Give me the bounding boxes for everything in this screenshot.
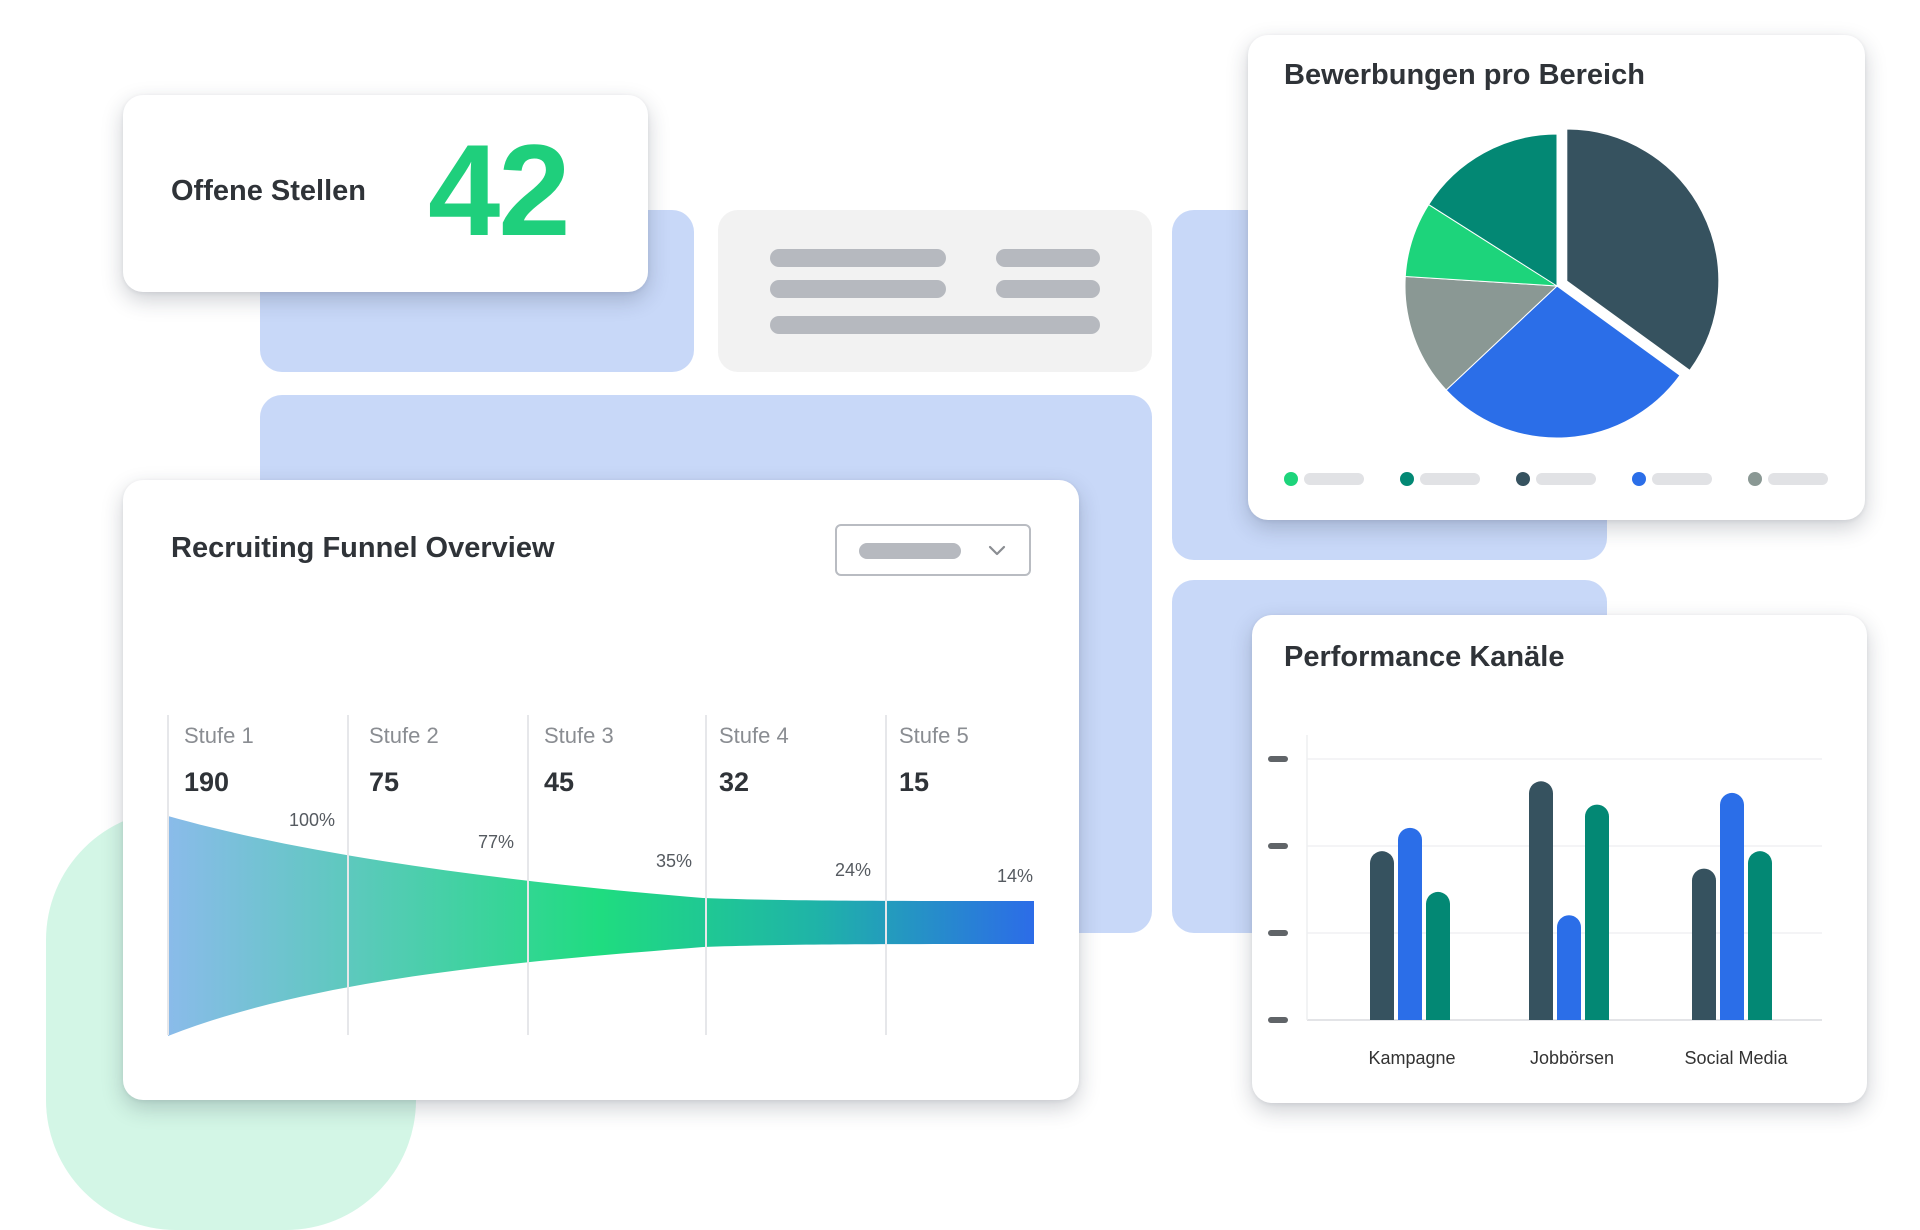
chevron-down-icon bbox=[988, 545, 1006, 556]
stage-percent: 77% bbox=[478, 832, 515, 852]
stage-divider bbox=[167, 715, 169, 1035]
funnel-card: Recruiting Funnel Overview Stufe 1 190 1… bbox=[123, 480, 1079, 1100]
legend-dot bbox=[1748, 472, 1762, 486]
legend-dot bbox=[1284, 472, 1298, 486]
bar bbox=[1398, 827, 1422, 1020]
pie-card: Bewerbungen pro Bereich bbox=[1248, 35, 1865, 520]
stage-percent: 100% bbox=[289, 810, 336, 830]
skeleton-line bbox=[770, 316, 1100, 334]
legend-dot bbox=[1516, 472, 1530, 486]
stage-divider bbox=[705, 715, 707, 1035]
funnel-shape bbox=[168, 816, 1034, 1036]
legend-label-placeholder bbox=[1536, 473, 1596, 485]
bar bbox=[1720, 792, 1744, 1020]
stage-count: 15 bbox=[899, 767, 930, 797]
stage-count: 75 bbox=[369, 767, 400, 797]
funnel-title: Recruiting Funnel Overview bbox=[171, 532, 555, 564]
kpi-label: Offene Stellen bbox=[171, 175, 366, 207]
bar bbox=[1748, 851, 1772, 1020]
stage-count: 32 bbox=[719, 767, 750, 797]
skeleton-line bbox=[996, 280, 1100, 298]
bar-card: Performance Kanäle Kampagne Jobbörsen So… bbox=[1252, 615, 1867, 1103]
skeleton-line bbox=[770, 249, 946, 267]
legend-dot bbox=[1632, 472, 1646, 486]
legend-label-placeholder bbox=[1304, 473, 1364, 485]
kpi-card: Offene Stellen 42 bbox=[123, 95, 648, 292]
dropdown-placeholder bbox=[859, 543, 961, 559]
stage-percent: 14% bbox=[997, 866, 1034, 886]
stage-name: Stufe 3 bbox=[544, 723, 614, 748]
skeleton-line bbox=[770, 280, 946, 298]
y-tick-marker bbox=[1268, 843, 1288, 849]
skeleton-card bbox=[718, 210, 1152, 372]
bar bbox=[1585, 804, 1609, 1020]
y-tick-marker bbox=[1268, 1017, 1288, 1023]
stage-name: Stufe 1 bbox=[184, 723, 254, 748]
stage-name: Stufe 5 bbox=[899, 723, 969, 748]
stage-divider bbox=[527, 715, 529, 1035]
kpi-value: 42 bbox=[428, 117, 571, 263]
pie-chart bbox=[1404, 128, 1720, 439]
funnel-filter-dropdown[interactable] bbox=[835, 524, 1031, 576]
pie-slice bbox=[1566, 128, 1720, 372]
skeleton-line bbox=[996, 249, 1100, 267]
category-label: Social Media bbox=[1684, 1048, 1788, 1068]
y-tick-marker bbox=[1268, 930, 1288, 936]
stage-percent: 35% bbox=[656, 851, 693, 871]
bar bbox=[1529, 781, 1553, 1020]
pie-slice bbox=[1404, 275, 1559, 391]
bar bbox=[1692, 868, 1716, 1020]
legend-label-placeholder bbox=[1420, 473, 1480, 485]
legend-dot bbox=[1400, 472, 1414, 486]
y-tick-marker bbox=[1268, 756, 1288, 762]
pie-title: Bewerbungen pro Bereich bbox=[1284, 59, 1645, 91]
bar bbox=[1557, 915, 1581, 1020]
bar-title: Performance Kanäle bbox=[1284, 641, 1565, 673]
legend-label-placeholder bbox=[1768, 473, 1828, 485]
bar bbox=[1370, 851, 1394, 1020]
pie-slice bbox=[1445, 285, 1681, 439]
legend-label-placeholder bbox=[1652, 473, 1712, 485]
stage-percent: 24% bbox=[835, 860, 872, 880]
category-label: Jobbörsen bbox=[1529, 1048, 1615, 1068]
pie-slice bbox=[1427, 133, 1558, 287]
category-label: Kampagne bbox=[1368, 1048, 1456, 1068]
stage-divider bbox=[347, 715, 349, 1035]
stage-count: 190 bbox=[184, 767, 230, 797]
funnel-chart bbox=[168, 816, 1034, 1036]
stage-divider bbox=[885, 715, 887, 1035]
stage-name: Stufe 2 bbox=[369, 723, 439, 748]
stage-name: Stufe 4 bbox=[719, 723, 789, 748]
stage-count: 45 bbox=[544, 767, 575, 797]
bar-chart bbox=[1268, 735, 1822, 1023]
bar bbox=[1426, 891, 1450, 1020]
